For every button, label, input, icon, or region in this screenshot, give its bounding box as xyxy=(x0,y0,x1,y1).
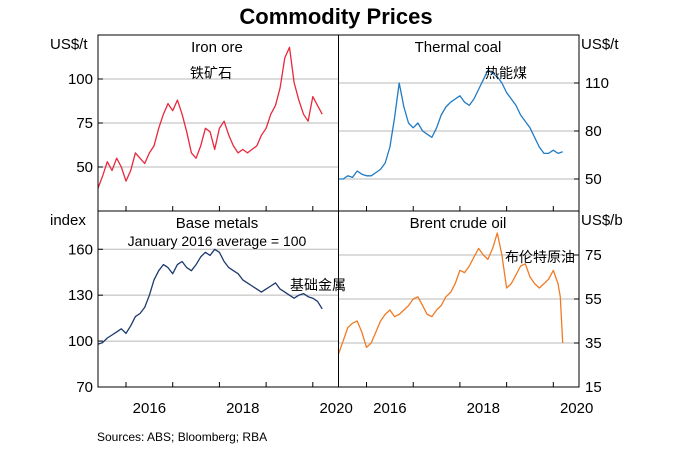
y-tick-label-iron-ore: 100 xyxy=(68,71,93,88)
y-axis-ticks: 50 75 100 50 80 110 70 100 130 160 15 35 55 75 xyxy=(68,71,609,396)
panel-title-iron-ore: Iron ore xyxy=(191,39,243,56)
series-line-brent-crude-oil xyxy=(337,232,564,355)
y-tick-label-brent-crude-oil: 55 xyxy=(585,291,602,308)
series-line-thermal-coal xyxy=(338,69,563,180)
annotation-thermal-coal: 热能煤 xyxy=(485,65,527,81)
sources-note: Sources: ABS; Bloomberg; RBA xyxy=(97,430,267,444)
x-tick-label: 2016 xyxy=(133,400,166,417)
y-tick-label-base-metals: 70 xyxy=(76,379,93,396)
series-lines xyxy=(97,46,564,355)
y-tick-label-base-metals: 160 xyxy=(68,241,93,258)
y-tick-label-thermal-coal: 50 xyxy=(585,171,602,188)
y-tick-label-thermal-coal: 80 xyxy=(585,123,602,140)
frame xyxy=(97,34,580,388)
figure-title: Commodity Prices xyxy=(239,4,432,29)
y-tick-label-base-metals: 130 xyxy=(68,287,93,304)
x-tick-label: 2016 xyxy=(373,400,406,417)
unit-label-iron-ore: US$/t xyxy=(50,36,88,53)
x-tick-label: 2018 xyxy=(467,400,500,417)
x-tick-label: 2018 xyxy=(226,400,259,417)
y-tick-label-iron-ore: 50 xyxy=(76,159,93,176)
x-tick-label: 2020 xyxy=(560,400,593,417)
y-tick-label-thermal-coal: 110 xyxy=(585,75,609,92)
y-tick-label-base-metals: 100 xyxy=(68,333,93,350)
y-tick-label-brent-crude-oil: 15 xyxy=(585,379,602,396)
panel-title-base-metals: Base metals xyxy=(176,215,259,232)
series-line-iron-ore xyxy=(97,46,323,189)
y-tick-label-brent-crude-oil: 35 xyxy=(585,335,602,352)
unit-label-brent-crude-oil: US$/b xyxy=(581,212,623,229)
panel-title-thermal-coal: Thermal coal xyxy=(415,39,502,56)
y-tick-label-iron-ore: 75 xyxy=(76,115,93,132)
gridlines xyxy=(98,78,579,344)
unit-label-base-metals: index xyxy=(50,212,86,229)
panel-title-brent-crude-oil: Brent crude oil xyxy=(410,215,507,232)
series-line-base-metals xyxy=(97,248,323,345)
annotation-base-metals: 基础金属 xyxy=(290,277,346,293)
annotation-brent-crude-oil: 布伦特原油 xyxy=(505,249,575,265)
annotation-iron-ore: 铁矿石 xyxy=(190,65,232,81)
x-axis-ticks: 2016 2018 2020 2016 2018 2020 xyxy=(125,206,593,417)
x-tick-label: 2020 xyxy=(319,400,352,417)
unit-label-thermal-coal: US$/t xyxy=(581,36,619,53)
y-tick-label-brent-crude-oil: 75 xyxy=(585,247,602,264)
panel-subtitle-base-metals: January 2016 average = 100 xyxy=(128,233,307,249)
